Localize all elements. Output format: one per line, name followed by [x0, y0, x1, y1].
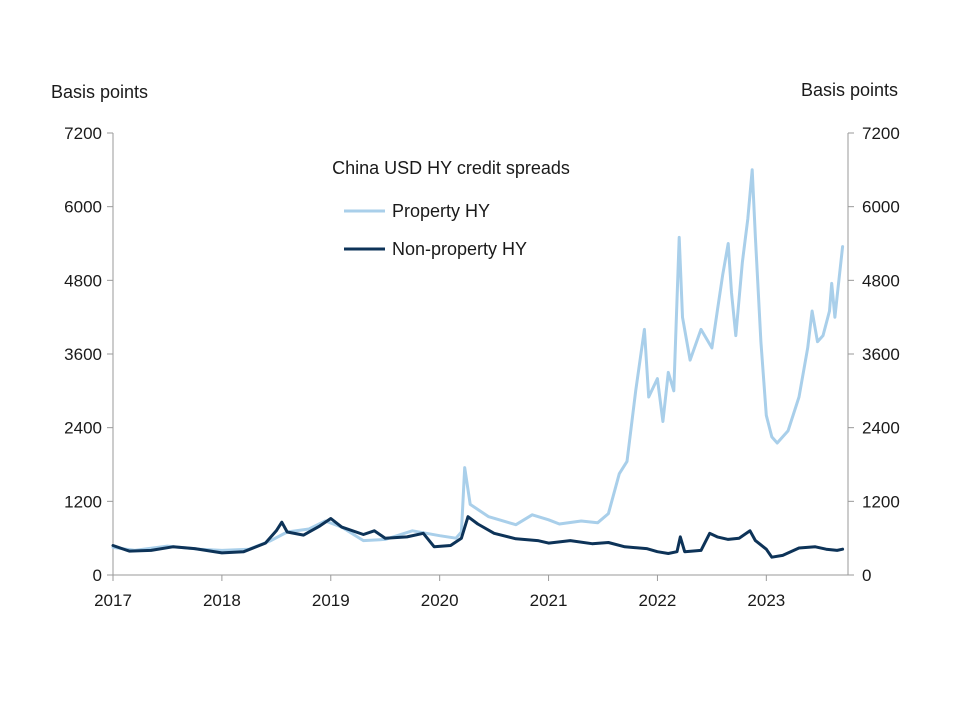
x-tick-label: 2020 — [421, 591, 459, 610]
series-line-non-property-hy — [111, 515, 845, 559]
chart-title: China USD HY credit spreads — [332, 158, 570, 178]
x-tick-label: 2019 — [312, 591, 350, 610]
left-tick-label: 1200 — [64, 492, 102, 511]
left-tick-label: 6000 — [64, 198, 102, 217]
x-ticks: 2017 2018 2019 2020 2021 2022 2023 — [94, 575, 785, 610]
series-line-property-hy — [111, 168, 845, 552]
right-tick-label: 6000 — [862, 198, 900, 217]
right-tick-label: 3600 — [862, 345, 900, 364]
left-axis-label: Basis points — [51, 82, 148, 102]
left-tick-label: 3600 — [64, 345, 102, 364]
x-tick-label: 2023 — [747, 591, 785, 610]
legend: Property HY Non-property HY — [344, 201, 527, 259]
legend-label-non-property-hy: Non-property HY — [392, 239, 527, 259]
right-y-ticks: 0 1200 2400 3600 4800 6000 7200 — [848, 124, 900, 585]
right-axis-label: Basis points — [801, 80, 898, 100]
right-tick-label: 1200 — [862, 492, 900, 511]
series-layer — [111, 168, 845, 559]
right-tick-label: 7200 — [862, 124, 900, 143]
x-tick-label: 2021 — [530, 591, 568, 610]
left-y-ticks: 0 1200 2400 3600 4800 6000 7200 — [64, 124, 113, 585]
left-tick-label: 4800 — [64, 271, 102, 290]
right-tick-label: 0 — [862, 566, 871, 585]
legend-label-property-hy: Property HY — [392, 201, 490, 221]
left-tick-label: 7200 — [64, 124, 102, 143]
left-tick-label: 2400 — [64, 419, 102, 438]
x-tick-label: 2022 — [639, 591, 677, 610]
left-tick-label: 0 — [93, 566, 102, 585]
right-tick-label: 4800 — [862, 271, 900, 290]
x-tick-label: 2018 — [203, 591, 241, 610]
x-tick-label: 2017 — [94, 591, 132, 610]
right-tick-label: 2400 — [862, 419, 900, 438]
